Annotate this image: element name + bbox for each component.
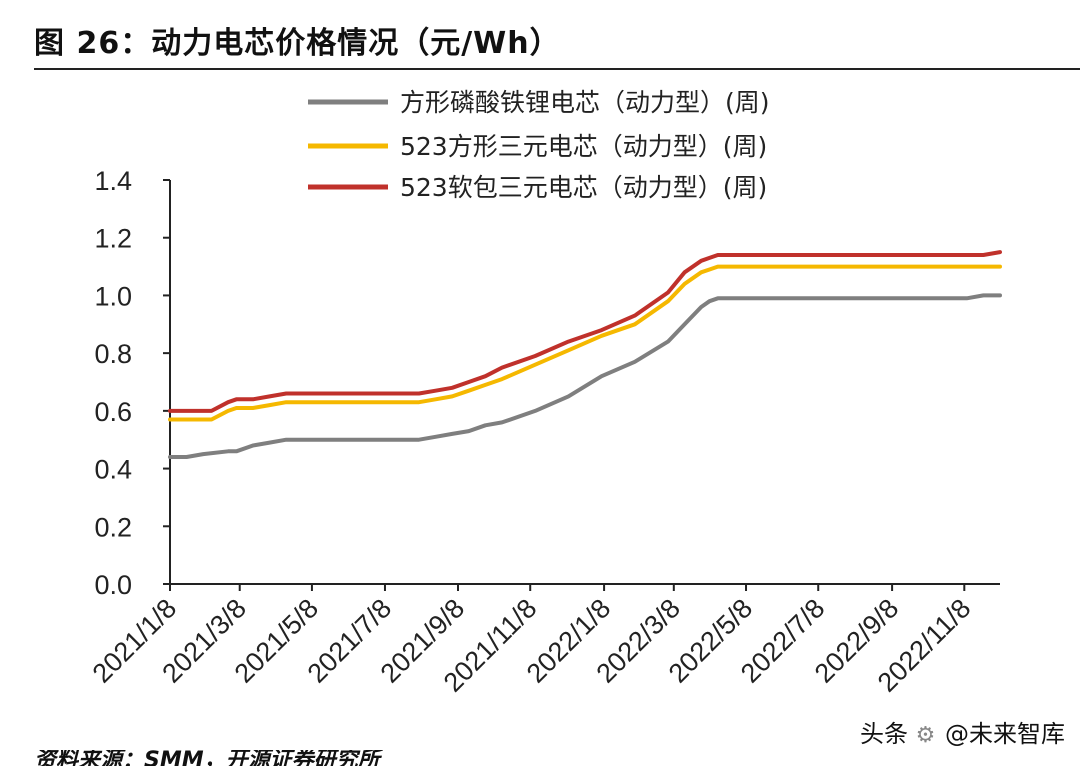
series-line-3 — [168, 250, 1002, 413]
watermark: 头条 ⚙ @未来智库 — [860, 714, 1065, 749]
y-tick-label: 0.4 — [94, 455, 132, 485]
y-tick-label: 0.2 — [94, 512, 132, 542]
y-tick-label: 1.2 — [94, 224, 132, 254]
gear-icon: ⚙ — [915, 723, 936, 748]
axes: 0.00.20.40.60.81.01.21.42021/1/82021/3/8… — [87, 166, 1000, 698]
y-tick-label: 1.0 — [94, 281, 132, 311]
chart-title: 图 26：动力电芯价格情况（元/Wh） — [34, 26, 561, 61]
y-tick-label: 0.0 — [94, 570, 132, 600]
legend-label-2: 523方形三元电芯（动力型）(周) — [400, 132, 767, 161]
watermark-account: @未来智库 — [945, 720, 1066, 748]
legend-label-3: 523软包三元电芯（动力型）(周) — [400, 173, 767, 202]
y-tick-label: 0.6 — [94, 397, 132, 427]
legend: 方形磷酸铁锂电芯（动力型）(周) 523方形三元电芯（动力型）(周) 523软包三元… — [308, 88, 770, 202]
series-line-1 — [168, 293, 1002, 459]
source-note: 资料来源：SMM，开源证券研究所 — [34, 750, 380, 766]
series-line-2 — [168, 264, 1002, 422]
y-tick-label: 0.8 — [94, 339, 132, 369]
series-lines — [168, 250, 1002, 459]
title-divider — [34, 68, 1080, 70]
watermark-platform: 头条 — [860, 720, 908, 748]
legend-label-1: 方形磷酸铁锂电芯（动力型）(周) — [400, 88, 770, 117]
y-tick-label: 1.4 — [94, 166, 132, 196]
